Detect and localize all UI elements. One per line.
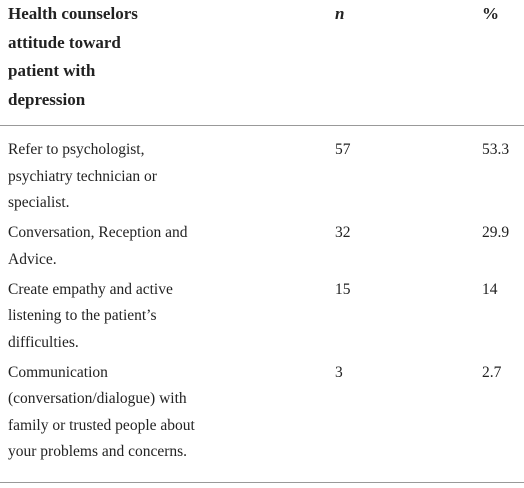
percent-cell: 29.9 bbox=[482, 224, 510, 241]
attitude-cell: Conversation, Reception and Advice. bbox=[8, 220, 524, 273]
header-percent: % bbox=[482, 4, 499, 23]
header-line: patient with bbox=[8, 61, 96, 80]
header-title: Health counselors attitude toward patient … bbox=[8, 0, 138, 114]
attitude-cell: Refer to psychologist, psychiatry technic… bbox=[8, 137, 524, 217]
table-row: Create empathy and active listening to th… bbox=[0, 277, 524, 357]
n-cell: 3 bbox=[335, 363, 343, 381]
table-body: Refer to psychologist, psychiatry technic… bbox=[0, 126, 524, 483]
attitude-line: Refer to psychologist, bbox=[8, 141, 145, 158]
table-row: Conversation, Reception and Advice. 32 29.9 bbox=[0, 220, 524, 273]
percent-cell: 14 bbox=[482, 280, 498, 298]
header-line: Health counselors bbox=[8, 4, 138, 23]
percent-cell: 53.3 bbox=[482, 141, 510, 158]
header-line: attitude toward bbox=[8, 32, 121, 52]
n-cell: 32 bbox=[335, 224, 351, 241]
attitude-line: Communication bbox=[8, 363, 108, 381]
attitude-line: your problems and concerns. bbox=[8, 443, 188, 460]
attitude-line: psychiatry technician or bbox=[8, 167, 157, 185]
attitude-line: specialist. bbox=[8, 194, 70, 211]
percent-cell: 2.7 bbox=[482, 363, 502, 381]
header-line: depression bbox=[8, 89, 86, 109]
attitude-cell: Create empathy and active listening to th… bbox=[8, 277, 524, 357]
attitude-line: Conversation, Reception and bbox=[8, 224, 188, 241]
attitude-line: listening to the patient’s bbox=[8, 307, 157, 324]
attitude-line: family or trusted people about bbox=[8, 416, 195, 434]
table-header: Health counselors attitude toward patient … bbox=[0, 0, 524, 126]
attitude-line: Advice. bbox=[8, 250, 57, 268]
attitude-line: difficulties. bbox=[8, 333, 79, 351]
attitude-line: (conversation/dialogue) with bbox=[8, 390, 187, 407]
table-row: Communication (conversation/dialogue) wit… bbox=[0, 360, 524, 466]
attitude-line: Create empathy and active bbox=[8, 280, 173, 298]
attitude-cell: Communication (conversation/dialogue) wit… bbox=[8, 360, 524, 466]
table-row: Refer to psychologist, psychiatry technic… bbox=[0, 137, 524, 217]
header-n: n bbox=[335, 4, 345, 23]
n-cell: 57 bbox=[335, 141, 351, 158]
n-cell: 15 bbox=[335, 280, 351, 298]
